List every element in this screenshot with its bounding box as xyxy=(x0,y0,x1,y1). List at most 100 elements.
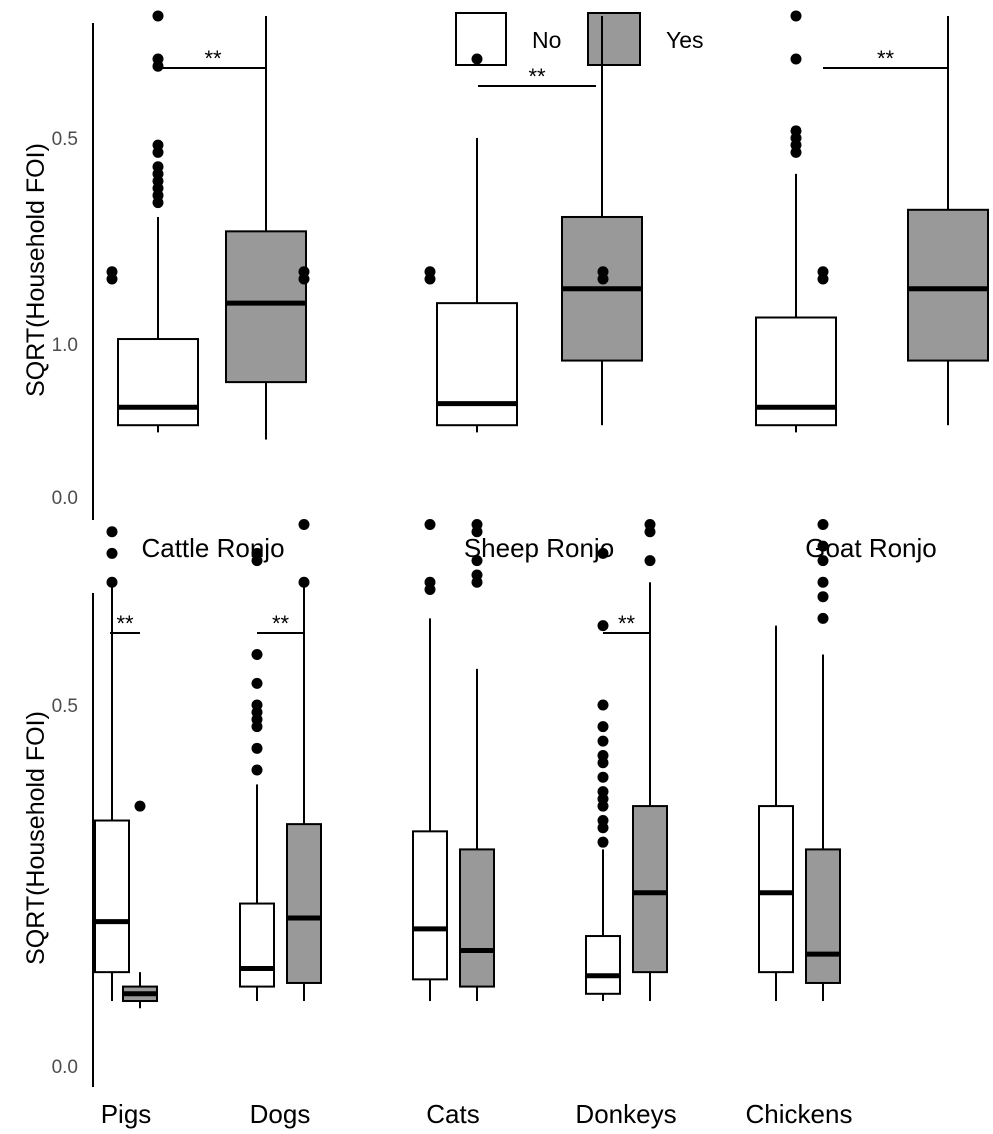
iqr-box xyxy=(94,819,130,974)
outlier-point xyxy=(817,576,829,588)
group-sheep-ronjo: ** Sheep Ronjo xyxy=(436,15,643,563)
box-no xyxy=(239,547,275,1002)
box-yes xyxy=(122,800,158,1009)
outlier-point xyxy=(424,519,436,530)
outlier-point xyxy=(152,53,164,65)
significance-label: ** xyxy=(618,611,636,636)
outlier-point xyxy=(251,648,263,660)
box-yes xyxy=(632,519,668,1002)
iqr-box xyxy=(907,208,989,362)
iqr-box xyxy=(805,848,841,984)
group-cattle-ronjo: ** Cattle Ronjo xyxy=(117,10,307,563)
iqr-box xyxy=(239,902,275,988)
y-tick-label: 1.0 xyxy=(52,335,78,356)
significance-label: ** xyxy=(877,46,895,71)
outlier-point xyxy=(298,519,310,530)
category-label: Donkeys xyxy=(575,1099,676,1129)
category-label: Pigs xyxy=(101,1099,152,1129)
legend-label-no: No xyxy=(532,27,561,53)
category-label: Dogs xyxy=(250,1099,311,1129)
category-label: Sheep Ronjo xyxy=(464,533,614,563)
category-label: Cattle Ronjo xyxy=(141,533,284,563)
category-label: Cats xyxy=(426,1099,479,1129)
outlier-point xyxy=(471,519,483,530)
outlier-point xyxy=(597,735,609,747)
significance-label: ** xyxy=(528,64,546,89)
outlier-point xyxy=(251,547,263,559)
outlier-point xyxy=(644,555,656,567)
iqr-box xyxy=(286,823,322,984)
box-no xyxy=(436,53,518,433)
y-tick-label: 0.0 xyxy=(52,1057,78,1078)
panel-animals: 0.0 0.5 1.0 SQRT(Household FOI) ** Pigs ** Dogs… xyxy=(22,266,852,1129)
box-yes xyxy=(805,266,841,1002)
group-chickens: Chickens xyxy=(746,266,853,1129)
outlier-point xyxy=(597,547,609,559)
outlier-point xyxy=(298,266,310,278)
box-no xyxy=(94,266,130,1002)
group-donkeys: ** Donkeys xyxy=(575,266,677,1129)
outlier-point xyxy=(424,266,436,278)
outlier-point xyxy=(597,266,609,278)
outlier-point xyxy=(106,547,118,559)
y-tick-label: 0.5 xyxy=(52,696,78,717)
box-yes xyxy=(907,15,989,426)
outlier-point xyxy=(152,161,164,173)
box-no xyxy=(758,625,794,1002)
significance-label: ** xyxy=(204,46,222,71)
box-no xyxy=(585,266,621,1002)
y-tick-label: 0.0 xyxy=(52,488,78,509)
outlier-point xyxy=(298,576,310,588)
outlier-point xyxy=(597,750,609,762)
outlier-point xyxy=(817,612,829,624)
box-no xyxy=(117,10,199,433)
outlier-point xyxy=(471,53,483,65)
y-axis-label: SQRT(Household FOI) xyxy=(22,711,50,965)
group-dogs: ** Dogs xyxy=(239,266,322,1129)
group-goat-ronjo: **Goat Ronjo xyxy=(755,10,989,563)
box-yes xyxy=(225,15,307,440)
outlier-point xyxy=(471,569,483,581)
iqr-box xyxy=(585,935,621,995)
outlier-point xyxy=(152,10,164,22)
box-yes xyxy=(286,266,322,1002)
outlier-point xyxy=(817,519,829,530)
outlier-point xyxy=(251,764,263,776)
legend-label-yes: Yes xyxy=(666,27,704,53)
legend: No Yes xyxy=(455,12,704,66)
group-cats: Cats xyxy=(412,266,495,1129)
outlier-point xyxy=(597,699,609,711)
significance-label: ** xyxy=(116,611,134,636)
outlier-point xyxy=(817,540,829,552)
outlier-point xyxy=(790,10,802,22)
outlier-point xyxy=(106,266,118,278)
outlier-point xyxy=(597,836,609,848)
outlier-point xyxy=(597,815,609,827)
iqr-box xyxy=(632,805,668,974)
outlier-point xyxy=(251,677,263,689)
outlier-point xyxy=(790,125,802,137)
group-pigs: ** Pigs xyxy=(94,266,158,1129)
outlier-point xyxy=(644,519,656,530)
y-tick-label: 0.5 xyxy=(52,129,78,150)
box-no xyxy=(755,10,837,433)
category-label: Chickens xyxy=(746,1099,853,1129)
iqr-box xyxy=(412,830,448,981)
outlier-point xyxy=(251,742,263,754)
outlier-point xyxy=(790,53,802,65)
iqr-box xyxy=(436,302,518,427)
outlier-point xyxy=(597,721,609,733)
outlier-point xyxy=(597,620,609,632)
iqr-box xyxy=(459,848,495,988)
outlier-point xyxy=(471,555,483,567)
outlier-point xyxy=(106,526,118,538)
outlier-point xyxy=(424,576,436,588)
outlier-point xyxy=(817,591,829,603)
outlier-point xyxy=(817,266,829,278)
outlier-point xyxy=(106,576,118,588)
box-no xyxy=(412,266,448,1002)
outlier-point xyxy=(597,786,609,798)
